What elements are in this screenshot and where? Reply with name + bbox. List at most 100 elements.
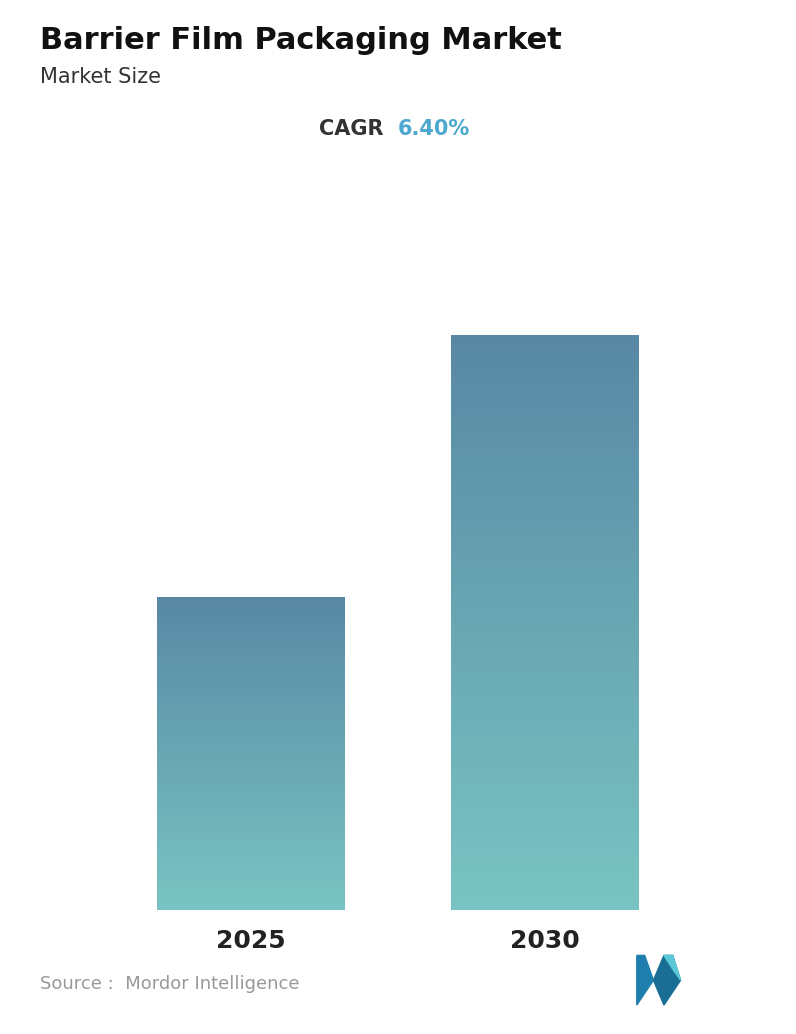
Bar [451,682,638,683]
Bar [451,901,638,903]
Bar [158,790,345,791]
Bar [451,849,638,851]
Bar [451,807,638,809]
Bar [158,605,345,606]
Bar [451,477,638,479]
Bar [158,886,345,887]
Bar [158,723,345,724]
Bar [451,868,638,870]
Bar [451,592,638,594]
Bar [451,541,638,542]
Bar [451,680,638,682]
Bar [451,611,638,613]
Bar [158,889,345,890]
Bar [451,707,638,709]
Bar [158,617,345,618]
Bar [158,686,345,687]
Bar [158,860,345,861]
Bar [158,825,345,826]
Bar [158,813,345,814]
Bar [451,730,638,732]
Bar [158,797,345,798]
Bar [451,413,638,414]
Bar [158,884,345,885]
Bar [451,462,638,464]
Bar [158,626,345,627]
Bar [158,851,345,852]
Bar [158,856,345,857]
Bar [451,845,638,847]
Bar [451,703,638,705]
Bar [451,359,638,361]
Text: Source :  Mordor Intelligence: Source : Mordor Intelligence [40,975,299,993]
Bar [451,872,638,874]
Bar [158,893,345,894]
Bar [451,379,638,382]
Bar [158,795,345,796]
Bar [158,855,345,856]
Bar [451,645,638,647]
Bar [451,389,638,391]
Bar [158,678,345,679]
Bar [451,839,638,841]
Bar [451,443,638,445]
Bar [158,757,345,758]
Bar [158,798,345,799]
Bar [158,761,345,762]
Bar [451,631,638,632]
Bar [158,752,345,753]
Bar [158,728,345,729]
Bar [158,839,345,840]
Bar [451,472,638,474]
Bar [451,851,638,852]
Bar [158,782,345,783]
Bar [158,807,345,808]
Bar [451,527,638,528]
Bar [158,618,345,619]
Bar [451,438,638,440]
Bar [158,766,345,767]
Bar [451,372,638,373]
Bar [451,827,638,829]
Bar [451,435,638,437]
Bar [158,600,345,601]
Bar [158,894,345,895]
Bar [451,860,638,862]
Bar [451,816,638,818]
Bar [158,882,345,883]
Bar [451,400,638,402]
Bar [451,876,638,878]
Bar [451,903,638,904]
Bar [451,784,638,786]
Bar [158,869,345,870]
Bar [158,669,345,670]
Bar [158,704,345,705]
Bar [158,787,345,788]
Bar [158,789,345,790]
Bar [158,895,345,896]
Bar [158,739,345,740]
Bar [158,873,345,874]
Bar [158,877,345,878]
Bar [451,634,638,636]
Bar [158,901,345,902]
Bar [158,810,345,811]
Bar [158,724,345,725]
Bar [451,676,638,678]
Bar [451,557,638,559]
Bar [451,789,638,791]
Bar [451,335,638,337]
Bar [451,544,638,546]
Bar [158,781,345,782]
Bar [158,755,345,756]
Bar [158,845,345,846]
Bar [158,864,345,865]
Bar [158,786,345,787]
Bar [158,822,345,823]
Bar [158,850,345,851]
Bar [451,414,638,416]
Bar [158,865,345,866]
Bar [158,687,345,688]
Bar [158,667,345,668]
Bar [451,734,638,735]
